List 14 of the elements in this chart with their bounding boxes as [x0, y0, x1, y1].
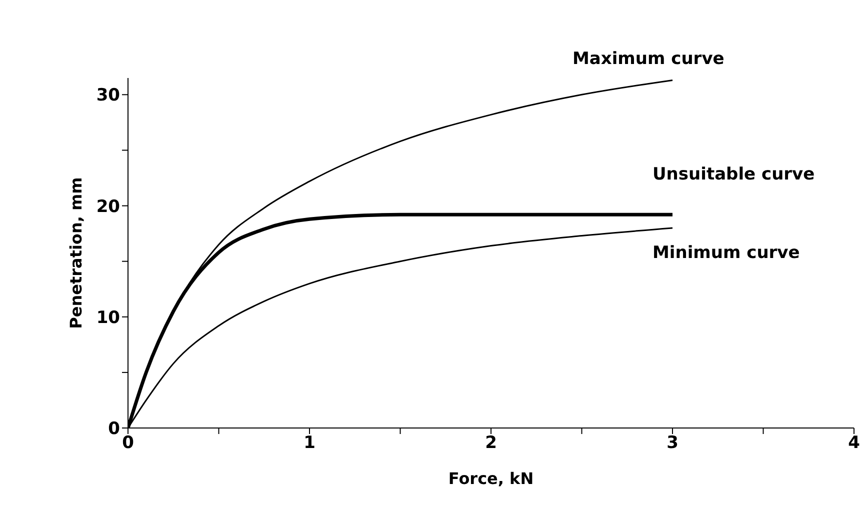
y-tick-label: 20	[96, 196, 120, 217]
y-tick-label: 0	[108, 419, 120, 440]
x-tick-label: 1	[304, 433, 316, 454]
x-tick-label: 0	[122, 433, 134, 454]
series-label: Unsuitable curve	[652, 164, 815, 185]
series-label: Maximum curve	[572, 49, 724, 70]
x-tick-label: 2	[485, 433, 497, 454]
x-tick-label: 3	[666, 433, 678, 454]
x-tick-label: 4	[848, 433, 860, 454]
y-axis-title: Penetration, mm	[66, 177, 86, 329]
series-label: Minimum curve	[652, 243, 800, 263]
y-tick-label: 10	[96, 308, 120, 328]
y-tick-label: 30	[96, 86, 120, 106]
x-axis-title: Force, kN	[448, 469, 534, 488]
